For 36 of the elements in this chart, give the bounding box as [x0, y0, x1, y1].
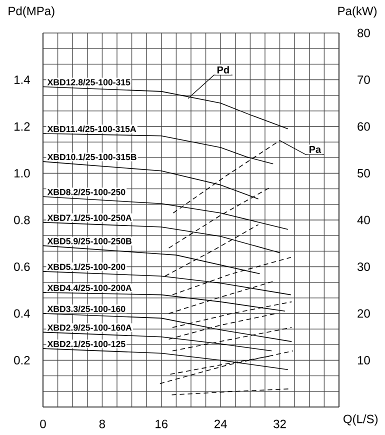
y-tick-label: 0.8: [14, 216, 30, 224]
series-label: XBD12.8/25-100-315: [47, 78, 130, 86]
y2-tick-label: 20: [358, 309, 370, 318]
y-tick-label: 1.0: [14, 168, 30, 178]
x-tick-label: 8: [99, 420, 106, 428]
y-tick-label: 0.4: [14, 309, 30, 318]
series-label: XBD2.1/25-100-125: [47, 340, 126, 348]
series-label: XBD4.4/25-100-200A: [47, 284, 132, 292]
series-label: XBD11.4/25-100-315A: [47, 126, 136, 132]
annotation: Pd: [217, 66, 229, 74]
y-tick-label: 1.2: [14, 122, 30, 131]
y2-tick-label: 10: [358, 356, 370, 364]
series-label: XBD2.9/25-100-160A: [47, 324, 132, 331]
x-tick-label: 32: [274, 420, 286, 428]
x-tick-label: 16: [156, 420, 168, 428]
y-axis-title: Pd(MPa): [8, 6, 54, 18]
y2-tick-label: 50: [358, 169, 370, 178]
y2-tick-label: 60: [358, 122, 370, 131]
series-label: XBD3.3/25-100-160: [47, 306, 126, 312]
x-tick-label: 0: [40, 420, 46, 428]
series-label: XBD5.9/25-100-250B: [47, 238, 132, 244]
y-tick-label: 1.4: [14, 76, 30, 84]
y2-tick-label: 80: [358, 28, 370, 38]
x-axis-title: Q(L/S): [344, 414, 378, 426]
y-tick-label: 0.2: [14, 356, 30, 364]
y2-tick-label: 40: [357, 216, 370, 224]
series-label: XBD7.1/25-100-250A: [47, 214, 132, 221]
annotation: Pa: [309, 146, 322, 153]
y2-axis-title: Pa(kW): [338, 6, 377, 18]
x-tick-label: 24: [214, 420, 227, 428]
y-tick-label: 0.6: [14, 262, 30, 272]
series-label: XBD10.1/25-100-315B: [47, 154, 136, 160]
y2-tick-label: 70: [358, 76, 370, 84]
series-label: XBD5.1/25-100-200: [47, 264, 126, 270]
series-label: XBD8.2/25-100-250: [47, 188, 126, 196]
y2-tick-label: 30: [357, 262, 370, 272]
